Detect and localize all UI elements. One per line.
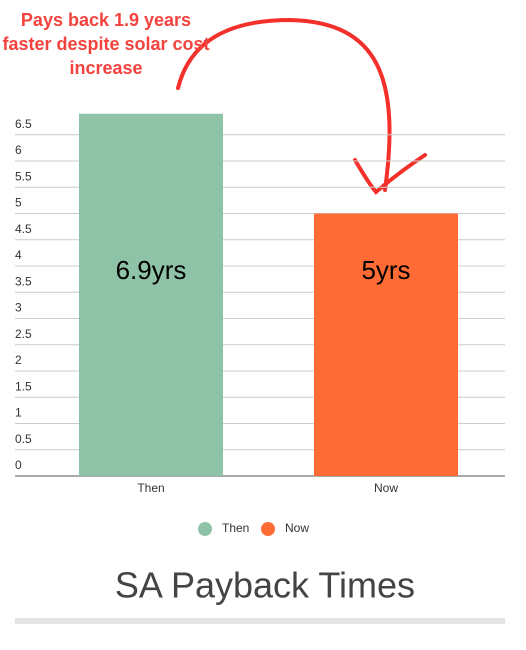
y-tick-label: 5.5 (15, 169, 32, 183)
value-label: 5yrs (361, 255, 410, 285)
y-tick-label: 2 (15, 353, 22, 367)
value-label: 6.9yrs (116, 255, 187, 285)
y-tick-label: 4 (15, 248, 22, 262)
x-tick-label: Now (374, 481, 398, 495)
y-tick-label: 1 (15, 406, 22, 420)
annotation-arrow (176, 17, 427, 195)
legend-marker (198, 522, 212, 536)
x-tick-label: Then (137, 481, 164, 495)
y-tick-label: 0 (15, 458, 22, 472)
bar (314, 213, 458, 476)
legend-label: Now (285, 521, 309, 535)
y-tick-label: 3.5 (15, 274, 32, 288)
y-tick-label: 6.5 (15, 117, 32, 131)
divider (15, 618, 505, 624)
chart-title: SA Payback Times (115, 565, 415, 606)
legend-label: Then (222, 521, 249, 535)
y-tick-label: 3 (15, 301, 22, 315)
y-tick-label: 4.5 (15, 222, 32, 236)
y-tick-label: 5 (15, 196, 22, 210)
y-tick-label: 2.5 (15, 327, 32, 341)
legend-marker (261, 522, 275, 536)
bar (79, 113, 223, 476)
y-tick-label: 1.5 (15, 379, 32, 393)
y-tick-label: 0.5 (15, 432, 32, 446)
y-tick-label: 6 (15, 143, 22, 157)
annotation: Pays back 1.9 years faster despite solar… (2, 10, 210, 78)
